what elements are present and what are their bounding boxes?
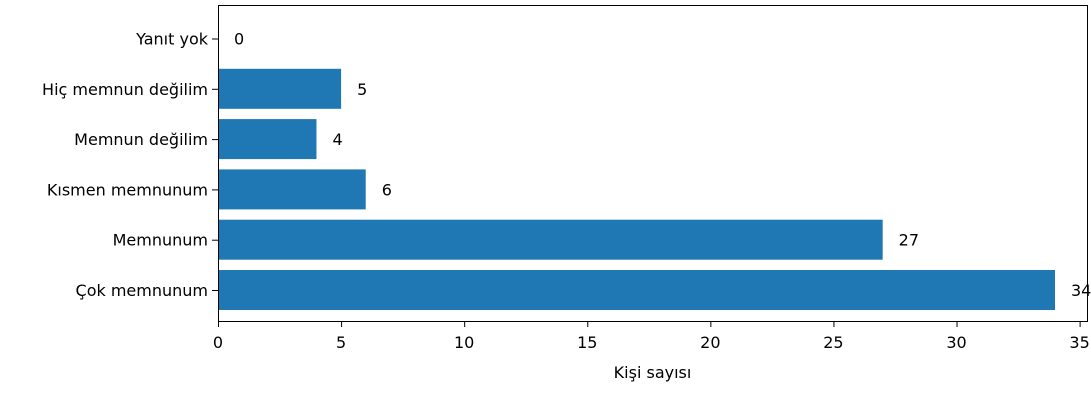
bar-cok-memnunum xyxy=(218,270,1055,310)
y-tick-label-memnun-degilim: Memnun değilim xyxy=(74,130,208,149)
value-label-kismen-memnunum: 6 xyxy=(382,180,392,199)
x-tick-label-30: 30 xyxy=(946,333,966,352)
x-tick-label-10: 10 xyxy=(454,333,474,352)
bar-kismen-memnunum xyxy=(218,169,366,210)
value-labels-group: 34 27 6 4 5 0 xyxy=(234,30,1091,301)
x-axis-ticks: 0 5 10 15 20 25 30 35 xyxy=(213,321,1090,352)
y-tick-label-kismen-memnunum: Kısmen memnunum xyxy=(47,180,208,199)
plot-frame xyxy=(218,5,1088,322)
x-tick-label-15: 15 xyxy=(577,333,597,352)
x-axis-title: Kişi sayısı xyxy=(614,363,692,382)
value-label-hic-memnun-degilim: 5 xyxy=(357,80,367,99)
x-tick-label-35: 35 xyxy=(1069,333,1089,352)
x-tick-label-0: 0 xyxy=(213,333,223,352)
value-label-memnunum: 27 xyxy=(899,231,919,250)
y-axis-ticks: Çok memnunum Memnunum Kısmen memnunum Memnu… xyxy=(42,30,218,300)
y-tick-label-memnunum: Memnunum xyxy=(113,231,208,250)
bar-memnun-degilim xyxy=(218,119,317,160)
y-tick-label-yanit-yok: Yanıt yok xyxy=(135,30,209,49)
x-tick-label-20: 20 xyxy=(700,333,720,352)
bar-hic-memnun-degilim xyxy=(218,68,342,109)
value-label-yanit-yok: 0 xyxy=(234,30,244,49)
y-tick-label-cok-memnunum: Çok memnunum xyxy=(76,281,208,300)
value-label-memnun-degilim: 4 xyxy=(332,130,342,149)
value-label-cok-memnunum: 34 xyxy=(1071,281,1091,300)
bar-memnunum xyxy=(218,219,883,260)
x-tick-label-25: 25 xyxy=(823,333,843,352)
x-tick-label-5: 5 xyxy=(336,333,346,352)
bars-group xyxy=(218,68,1055,310)
y-tick-label-hic-memnun-degilim: Hiç memnun değilim xyxy=(42,80,208,99)
